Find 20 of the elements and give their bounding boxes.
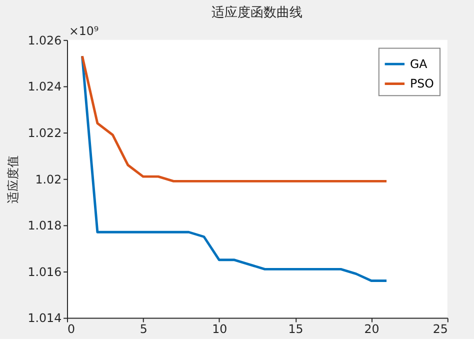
y-tick-label: 1.014 [28, 311, 62, 326]
x-tick-label: 10 [212, 322, 228, 336]
y-tick-label: 1.016 [28, 264, 62, 279]
legend-label: PSO [410, 76, 434, 91]
y-axis-title: 适应度值 [6, 155, 20, 204]
chart-title: 适应度函数曲线 [212, 4, 303, 20]
x-tick-label: 5 [140, 322, 148, 336]
x-tick-label: 20 [364, 322, 380, 336]
line-series [80, 54, 388, 282]
x-tick-label: 0 [68, 322, 76, 336]
y-tick-label: 1.018 [28, 218, 62, 233]
x-tick-label: 25 [432, 322, 448, 336]
y-tick-label: 1.026 [28, 33, 62, 48]
y-tick-label: 1.024 [28, 80, 62, 94]
y-tick-label: 1.02 [35, 172, 62, 186]
x-tick-label: 15 [288, 322, 304, 336]
text: ×10⁹ [68, 24, 99, 38]
y-tick-label: 1.022 [28, 126, 62, 140]
line-series [80, 54, 388, 182]
legend-label: GA [410, 57, 428, 71]
